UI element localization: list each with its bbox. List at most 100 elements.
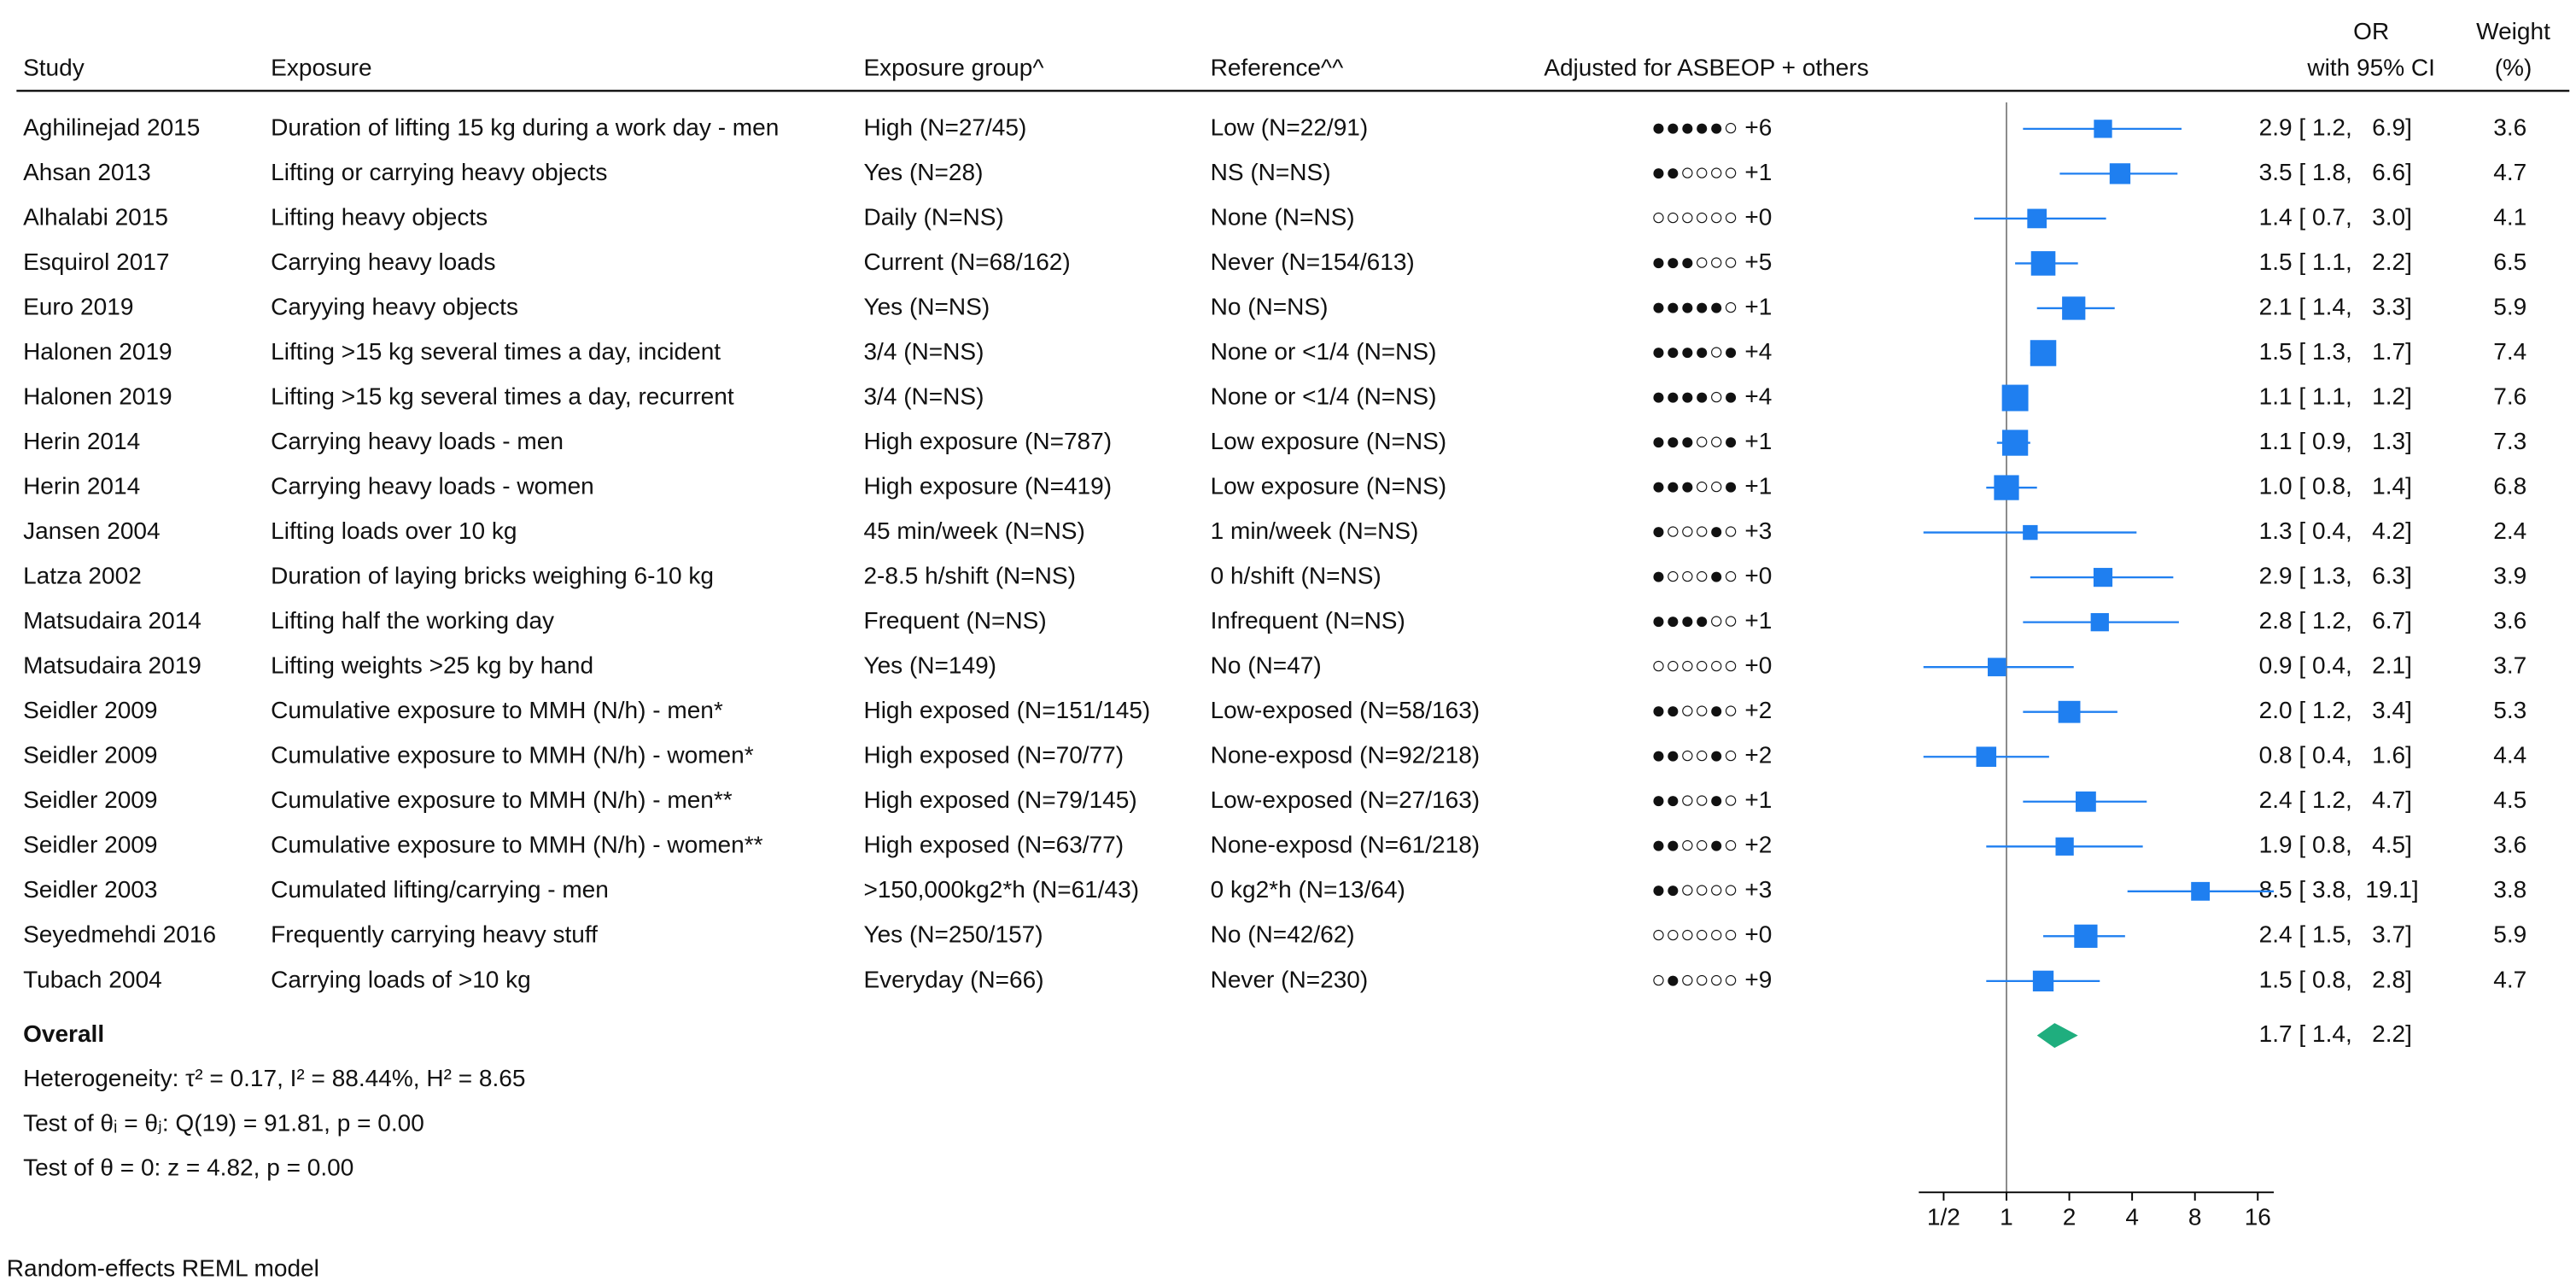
col-exposure: Exposure — [271, 55, 371, 81]
adjusted: ○○○○○○ +0 — [1651, 652, 1772, 679]
col-adjusted: Adjusted for ASBEOP + others — [1544, 55, 1868, 81]
point-estimate — [2076, 791, 2096, 812]
group: Yes (N=NS) — [863, 293, 990, 319]
ci-label: 2.9 [ 1.2, 6.9] — [2259, 114, 2412, 140]
group: Yes (N=250/157) — [863, 921, 1043, 948]
group: 2-8.5 h/shift (N=NS) — [863, 563, 1075, 589]
weight: 4.5 — [2493, 786, 2526, 813]
stat-line: Test of θ = 0: z = 4.82, p = 0.00 — [23, 1154, 353, 1181]
adjusted: ●○○○●○ +3 — [1651, 517, 1772, 544]
weight: 4.7 — [2493, 966, 2526, 992]
adjusted: ○○○○○○ +0 — [1651, 203, 1772, 230]
weight: 7.4 — [2493, 338, 2526, 365]
adjusted: ●●●●●○ +6 — [1651, 114, 1772, 140]
adjusted: ●●○○●○ +2 — [1651, 697, 1772, 723]
col-or: OR — [2353, 18, 2389, 44]
exposure: Duration of laying bricks weighing 6-10 … — [271, 563, 714, 589]
ci-label: 1.1 [ 1.1, 1.2] — [2259, 383, 2412, 409]
adjusted: ●●○○●○ +2 — [1651, 832, 1772, 858]
ci-label: 2.9 [ 1.3, 6.3] — [2259, 563, 2412, 589]
adjusted: ●●●○○● +1 — [1651, 428, 1772, 454]
study: Matsudaira 2019 — [23, 652, 202, 679]
ci-label: 2.4 [ 1.2, 4.7] — [2259, 786, 2412, 813]
weight: 3.7 — [2493, 652, 2526, 679]
exposure: Lifting loads over 10 kg — [271, 517, 517, 544]
group: High exposed (N=151/145) — [863, 697, 1150, 723]
study: Herin 2014 — [23, 472, 140, 499]
adjusted: ●●●●○○ +1 — [1651, 607, 1772, 634]
group: Frequent (N=NS) — [863, 607, 1046, 634]
ci-label: 1.1 [ 0.9, 1.3] — [2259, 428, 2412, 454]
overall-diamond — [2036, 1023, 2078, 1049]
group: Current (N=68/162) — [863, 248, 1070, 275]
reference: 0 kg2*h (N=13/64) — [1211, 876, 1405, 903]
reference: Never (N=154/613) — [1211, 248, 1415, 275]
group: High exposed (N=70/77) — [863, 742, 1124, 769]
ci-label: 8.5 [ 3.8, 19.1] — [2259, 876, 2419, 903]
x-tick-label: 4 — [2125, 1204, 2139, 1230]
weight: 5.9 — [2493, 921, 2526, 948]
reference: None-exposd (N=61/218) — [1211, 832, 1481, 858]
exposure: Lifting weights >25 kg by hand — [271, 652, 593, 679]
reference: 0 h/shift (N=NS) — [1211, 563, 1381, 589]
overall-label: Overall — [23, 1020, 104, 1047]
col-weight: Weight — [2476, 18, 2550, 44]
study: Jansen 2004 — [23, 517, 161, 544]
weight: 6.5 — [2493, 248, 2526, 275]
exposure: Duration of lifting 15 kg during a work … — [271, 114, 779, 140]
group: >150,000kg2*h (N=61/43) — [863, 876, 1139, 903]
group: 3/4 (N=NS) — [863, 338, 984, 365]
group: High exposure (N=419) — [863, 472, 1112, 499]
point-estimate — [2001, 384, 2029, 412]
exposure: Caryying heavy objects — [271, 293, 518, 319]
study: Seidler 2003 — [23, 876, 157, 903]
ci-label: 3.5 [ 1.8, 6.6] — [2259, 159, 2412, 185]
group: Daily (N=NS) — [863, 203, 1003, 230]
x-tick-label: 2 — [2063, 1204, 2077, 1230]
weight: 3.9 — [2493, 563, 2526, 589]
weight: 2.4 — [2493, 517, 2526, 544]
point-estimate — [2030, 340, 2057, 366]
study: Seyedmehdi 2016 — [23, 921, 216, 948]
col-or: with 95% CI — [2306, 55, 2435, 81]
group: 3/4 (N=NS) — [863, 383, 984, 409]
ci-label: 1.5 [ 1.3, 1.7] — [2259, 338, 2412, 365]
exposure: Cumulative exposure to MMH (N/h) - women… — [271, 742, 754, 769]
exposure: Carrying loads of >10 kg — [271, 966, 531, 992]
weight: 7.6 — [2493, 383, 2526, 409]
exposure: Carrying heavy loads - women — [271, 472, 594, 499]
reference: No (N=47) — [1211, 652, 1322, 679]
adjusted: ●●●●●○ +1 — [1651, 293, 1772, 319]
reference: None or <1/4 (N=NS) — [1211, 383, 1437, 409]
point-estimate — [2093, 568, 2113, 587]
x-tick-label: 8 — [2188, 1204, 2202, 1230]
ci-label: 1.3 [ 0.4, 4.2] — [2259, 517, 2412, 544]
reference: Low-exposed (N=58/163) — [1211, 697, 1481, 723]
study: Ahsan 2013 — [23, 159, 151, 185]
study: Seidler 2009 — [23, 786, 157, 813]
point-estimate — [2027, 208, 2047, 229]
point-estimate — [2055, 837, 2074, 856]
adjusted: ●●●●○● +4 — [1651, 383, 1772, 409]
reference: None-exposd (N=92/218) — [1211, 742, 1481, 769]
point-estimate — [2090, 613, 2109, 632]
weight: 3.6 — [2493, 832, 2526, 858]
stat-line: Heterogeneity: τ² = 0.17, I² = 88.44%, H… — [23, 1065, 525, 1091]
study: Latza 2002 — [23, 563, 142, 589]
ci-label: 1.7 [ 1.4, 2.2] — [2259, 1020, 2412, 1047]
weight: 4.7 — [2493, 159, 2526, 185]
exposure: Cumulative exposure to MMH (N/h) - men* — [271, 697, 723, 723]
point-estimate — [2191, 881, 2211, 901]
reference: Infrequent (N=NS) — [1211, 607, 1405, 634]
study: Seidler 2009 — [23, 742, 157, 769]
weight: 4.4 — [2493, 742, 2526, 769]
col-group: Exposure group^ — [863, 55, 1044, 81]
study: Halonen 2019 — [23, 383, 172, 409]
reference: Low exposure (N=NS) — [1211, 428, 1447, 454]
point-estimate — [2001, 430, 2029, 456]
reference: 1 min/week (N=NS) — [1211, 517, 1419, 544]
reference: Low (N=22/91) — [1211, 114, 1369, 140]
